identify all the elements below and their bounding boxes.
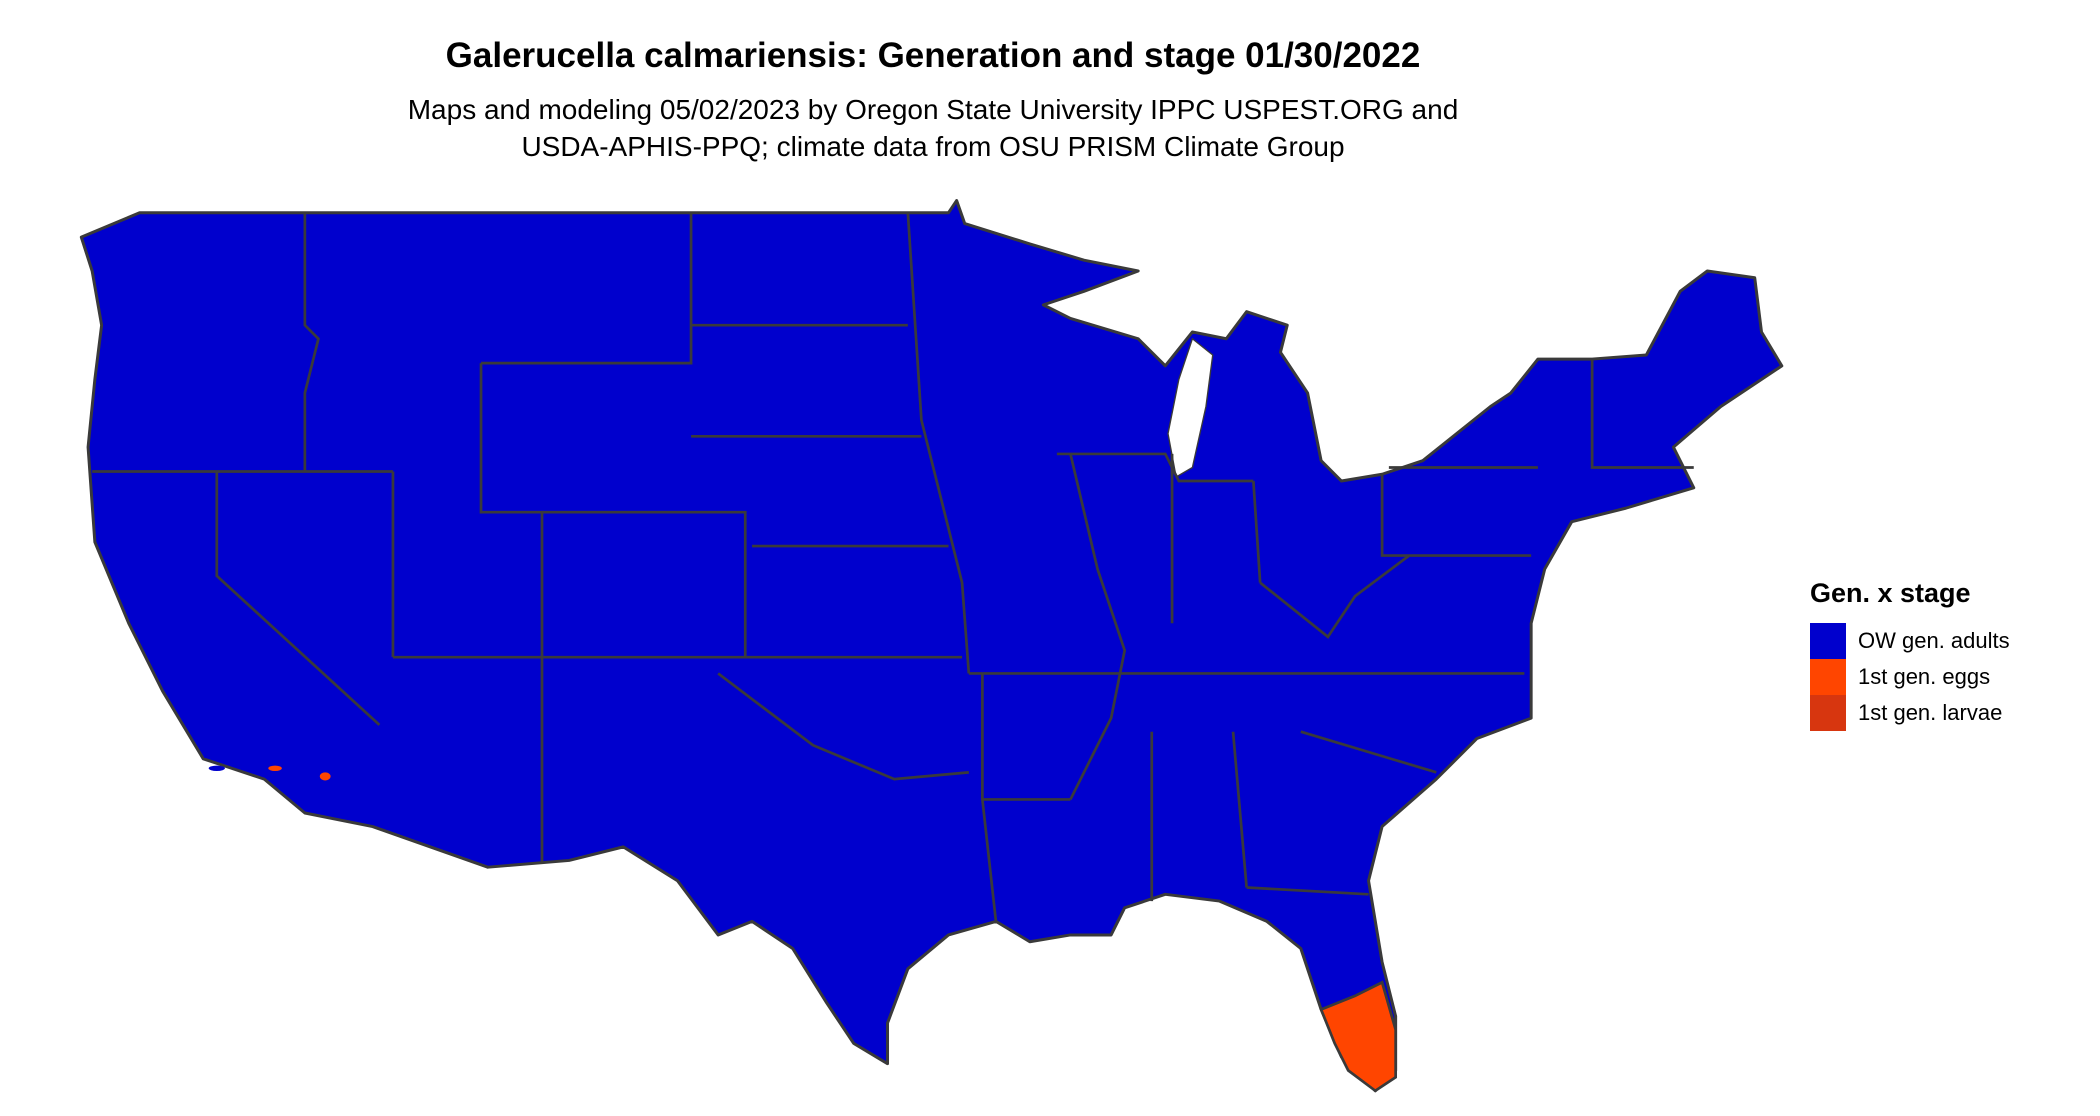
- state-borders: [92, 212, 1694, 922]
- legend-swatch: [1810, 695, 1846, 731]
- state-border: [717, 672, 969, 781]
- map-subtitle-line1: Maps and modeling 05/02/2023 by Oregon S…: [407, 94, 1459, 125]
- state-border: [481, 212, 693, 365]
- map-title: Galerucella calmariensis: Generation and…: [445, 36, 1421, 75]
- state-border: [479, 363, 544, 862]
- legend-swatch: [1810, 659, 1846, 695]
- state-border: [1231, 731, 1248, 888]
- legend-label: 1st gen. larvae: [1858, 700, 2003, 725]
- south-florida-eggs-region: [1319, 980, 1398, 1093]
- legend-item-1st-larvae: 1st gen. larvae: [1810, 695, 2010, 731]
- legend-title: Gen. x stage: [1810, 578, 1971, 608]
- legend-label: 1st gen. eggs: [1858, 664, 1991, 689]
- state-border: [542, 510, 747, 658]
- legend: Gen. x stage OW gen. adults 1st gen. egg…: [1810, 578, 2010, 731]
- state-border: [1380, 474, 1532, 557]
- map-subtitle-line2: USDA-APHIS-PPQ; climate data from OSU PR…: [521, 131, 1345, 162]
- state-border: [1069, 453, 1127, 801]
- ca-islands: [208, 765, 331, 781]
- legend-item-ow-adults: OW gen. adults: [1810, 623, 2010, 659]
- state-border: [1259, 554, 1411, 639]
- state-border: [215, 471, 381, 726]
- legend-swatch: [1810, 623, 1846, 659]
- state-border: [906, 212, 971, 674]
- state-border: [303, 212, 320, 472]
- state-border: [1590, 359, 1694, 469]
- legend-label: OW gen. adults: [1858, 628, 2010, 653]
- us-outline: [79, 199, 1784, 1093]
- state-border: [1252, 480, 1262, 583]
- legend-item-1st-eggs: 1st gen. eggs: [1810, 659, 2010, 695]
- state-border: [981, 673, 998, 922]
- lake-michigan: [1167, 337, 1214, 479]
- state-border: [1246, 886, 1369, 896]
- state-border: [1300, 730, 1437, 774]
